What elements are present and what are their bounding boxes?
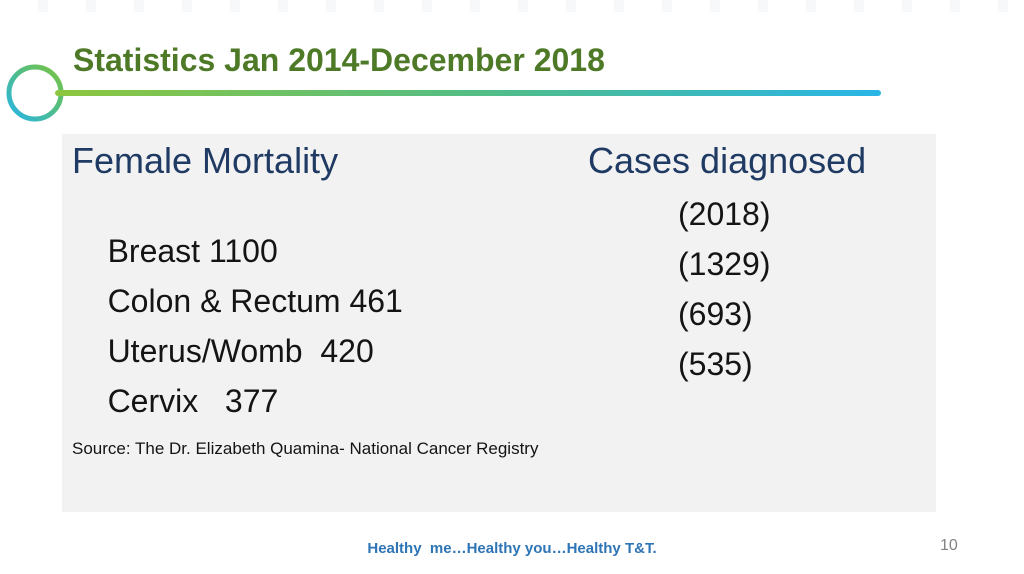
mortality-label: Breast 1100 (107, 233, 278, 269)
cases-value: (535) (678, 346, 753, 382)
table-row-uterus-womb: Uterus/Womb 420 (693) (72, 296, 926, 369)
column-header-female-mortality: Female Mortality (72, 140, 339, 181)
mortality-label: Uterus/Womb 420 (107, 333, 374, 369)
table-row-breast: Breast 1100 (2018) (72, 196, 926, 269)
cases-value: (2018) (678, 196, 771, 232)
gradient-divider-line (55, 90, 881, 96)
table-row-cervix: Cervix 377 (535) (72, 346, 926, 419)
cases-value: (693) (678, 296, 753, 332)
mortality-label: Cervix 377 (107, 383, 279, 419)
cases-value: (1329) (678, 246, 771, 282)
footer-tagline: Healthy me…Healthy you…Healthy T&T. (367, 540, 657, 557)
source-note: Source: The Dr. Elizabeth Quamina- Natio… (72, 439, 539, 458)
table-row-colon-rectum: Colon & Rectum 461 (1329) (72, 246, 926, 319)
slide-title: Statistics Jan 2014-December 2018 (73, 42, 605, 78)
statistics-panel: Female Mortality Cases diagnosed Breast … (62, 134, 936, 512)
column-header-cases-diagnosed: Cases diagnosed (588, 140, 867, 181)
mortality-label: Colon & Rectum 461 (107, 283, 403, 319)
top-edge-artifacts (0, 0, 1024, 12)
page-number: 10 (940, 537, 958, 554)
